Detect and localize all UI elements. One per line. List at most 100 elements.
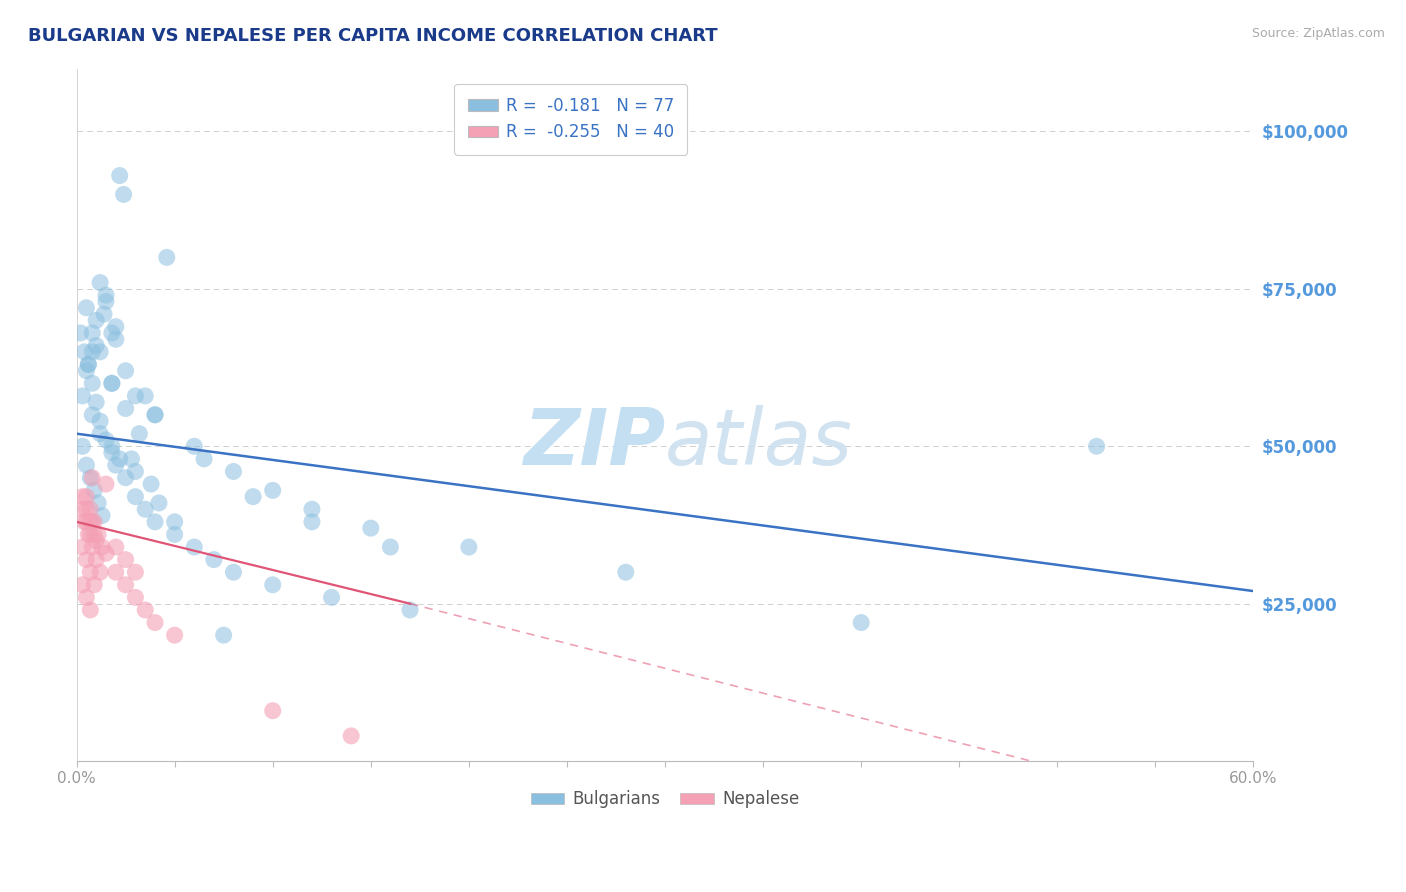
Point	[89, 565, 111, 579]
Point	[82, 326, 104, 340]
Point	[193, 451, 215, 466]
Point	[77, 527, 100, 541]
Point	[75, 515, 97, 529]
Point	[89, 414, 111, 428]
Text: BULGARIAN VS NEPALESE PER CAPITA INCOME CORRELATION CHART: BULGARIAN VS NEPALESE PER CAPITA INCOME …	[28, 27, 717, 45]
Point	[72, 439, 94, 453]
Point	[83, 578, 105, 592]
Text: Source: ZipAtlas.com: Source: ZipAtlas.com	[1251, 27, 1385, 40]
Point	[82, 344, 104, 359]
Point	[94, 288, 117, 302]
Point	[89, 344, 111, 359]
Text: ZIP: ZIP	[523, 404, 665, 481]
Point	[851, 615, 873, 630]
Point	[89, 426, 111, 441]
Point	[104, 332, 127, 346]
Point	[222, 565, 245, 579]
Point	[202, 552, 225, 566]
Point	[104, 540, 127, 554]
Point	[89, 276, 111, 290]
Point	[72, 490, 94, 504]
Point	[301, 502, 323, 516]
Point	[134, 502, 156, 516]
Point	[114, 401, 136, 416]
Point	[104, 458, 127, 472]
Point	[399, 603, 422, 617]
Point	[77, 358, 100, 372]
Point	[124, 591, 146, 605]
Point	[183, 439, 205, 453]
Point	[72, 389, 94, 403]
Point	[104, 565, 127, 579]
Point	[84, 313, 107, 327]
Point	[75, 502, 97, 516]
Point	[69, 326, 91, 340]
Point	[457, 540, 479, 554]
Point	[134, 603, 156, 617]
Point	[114, 552, 136, 566]
Point	[94, 477, 117, 491]
Point	[128, 426, 150, 441]
Point	[340, 729, 363, 743]
Point	[73, 344, 96, 359]
Point	[91, 540, 114, 554]
Point	[72, 578, 94, 592]
Point	[84, 395, 107, 409]
Point	[101, 445, 124, 459]
Point	[82, 471, 104, 485]
Point	[87, 496, 110, 510]
Point	[82, 540, 104, 554]
Point	[163, 515, 186, 529]
Legend: Bulgarians, Nepalese: Bulgarians, Nepalese	[524, 784, 806, 815]
Point	[93, 307, 115, 321]
Point	[79, 471, 101, 485]
Point	[79, 527, 101, 541]
Point	[79, 515, 101, 529]
Point	[222, 465, 245, 479]
Text: atlas: atlas	[665, 404, 853, 481]
Point	[1085, 439, 1108, 453]
Point	[72, 502, 94, 516]
Point	[108, 451, 131, 466]
Point	[124, 465, 146, 479]
Point	[104, 319, 127, 334]
Point	[139, 477, 162, 491]
Point	[75, 552, 97, 566]
Point	[143, 408, 166, 422]
Point	[380, 540, 402, 554]
Point	[73, 515, 96, 529]
Point	[114, 471, 136, 485]
Point	[101, 376, 124, 391]
Point	[301, 515, 323, 529]
Point	[83, 515, 105, 529]
Point	[84, 552, 107, 566]
Point	[242, 490, 264, 504]
Point	[108, 169, 131, 183]
Point	[83, 527, 105, 541]
Point	[94, 294, 117, 309]
Point	[101, 376, 124, 391]
Point	[148, 496, 170, 510]
Point	[75, 490, 97, 504]
Point	[84, 533, 107, 548]
Point	[75, 591, 97, 605]
Point	[614, 565, 637, 579]
Point	[121, 451, 143, 466]
Point	[163, 628, 186, 642]
Point	[183, 540, 205, 554]
Point	[163, 527, 186, 541]
Point	[84, 338, 107, 352]
Point	[94, 546, 117, 560]
Point	[82, 376, 104, 391]
Point	[79, 565, 101, 579]
Point	[262, 483, 284, 498]
Point	[112, 187, 135, 202]
Point	[156, 251, 179, 265]
Point	[262, 704, 284, 718]
Point	[114, 364, 136, 378]
Point	[124, 565, 146, 579]
Point	[82, 515, 104, 529]
Point	[91, 508, 114, 523]
Point	[75, 458, 97, 472]
Point	[75, 364, 97, 378]
